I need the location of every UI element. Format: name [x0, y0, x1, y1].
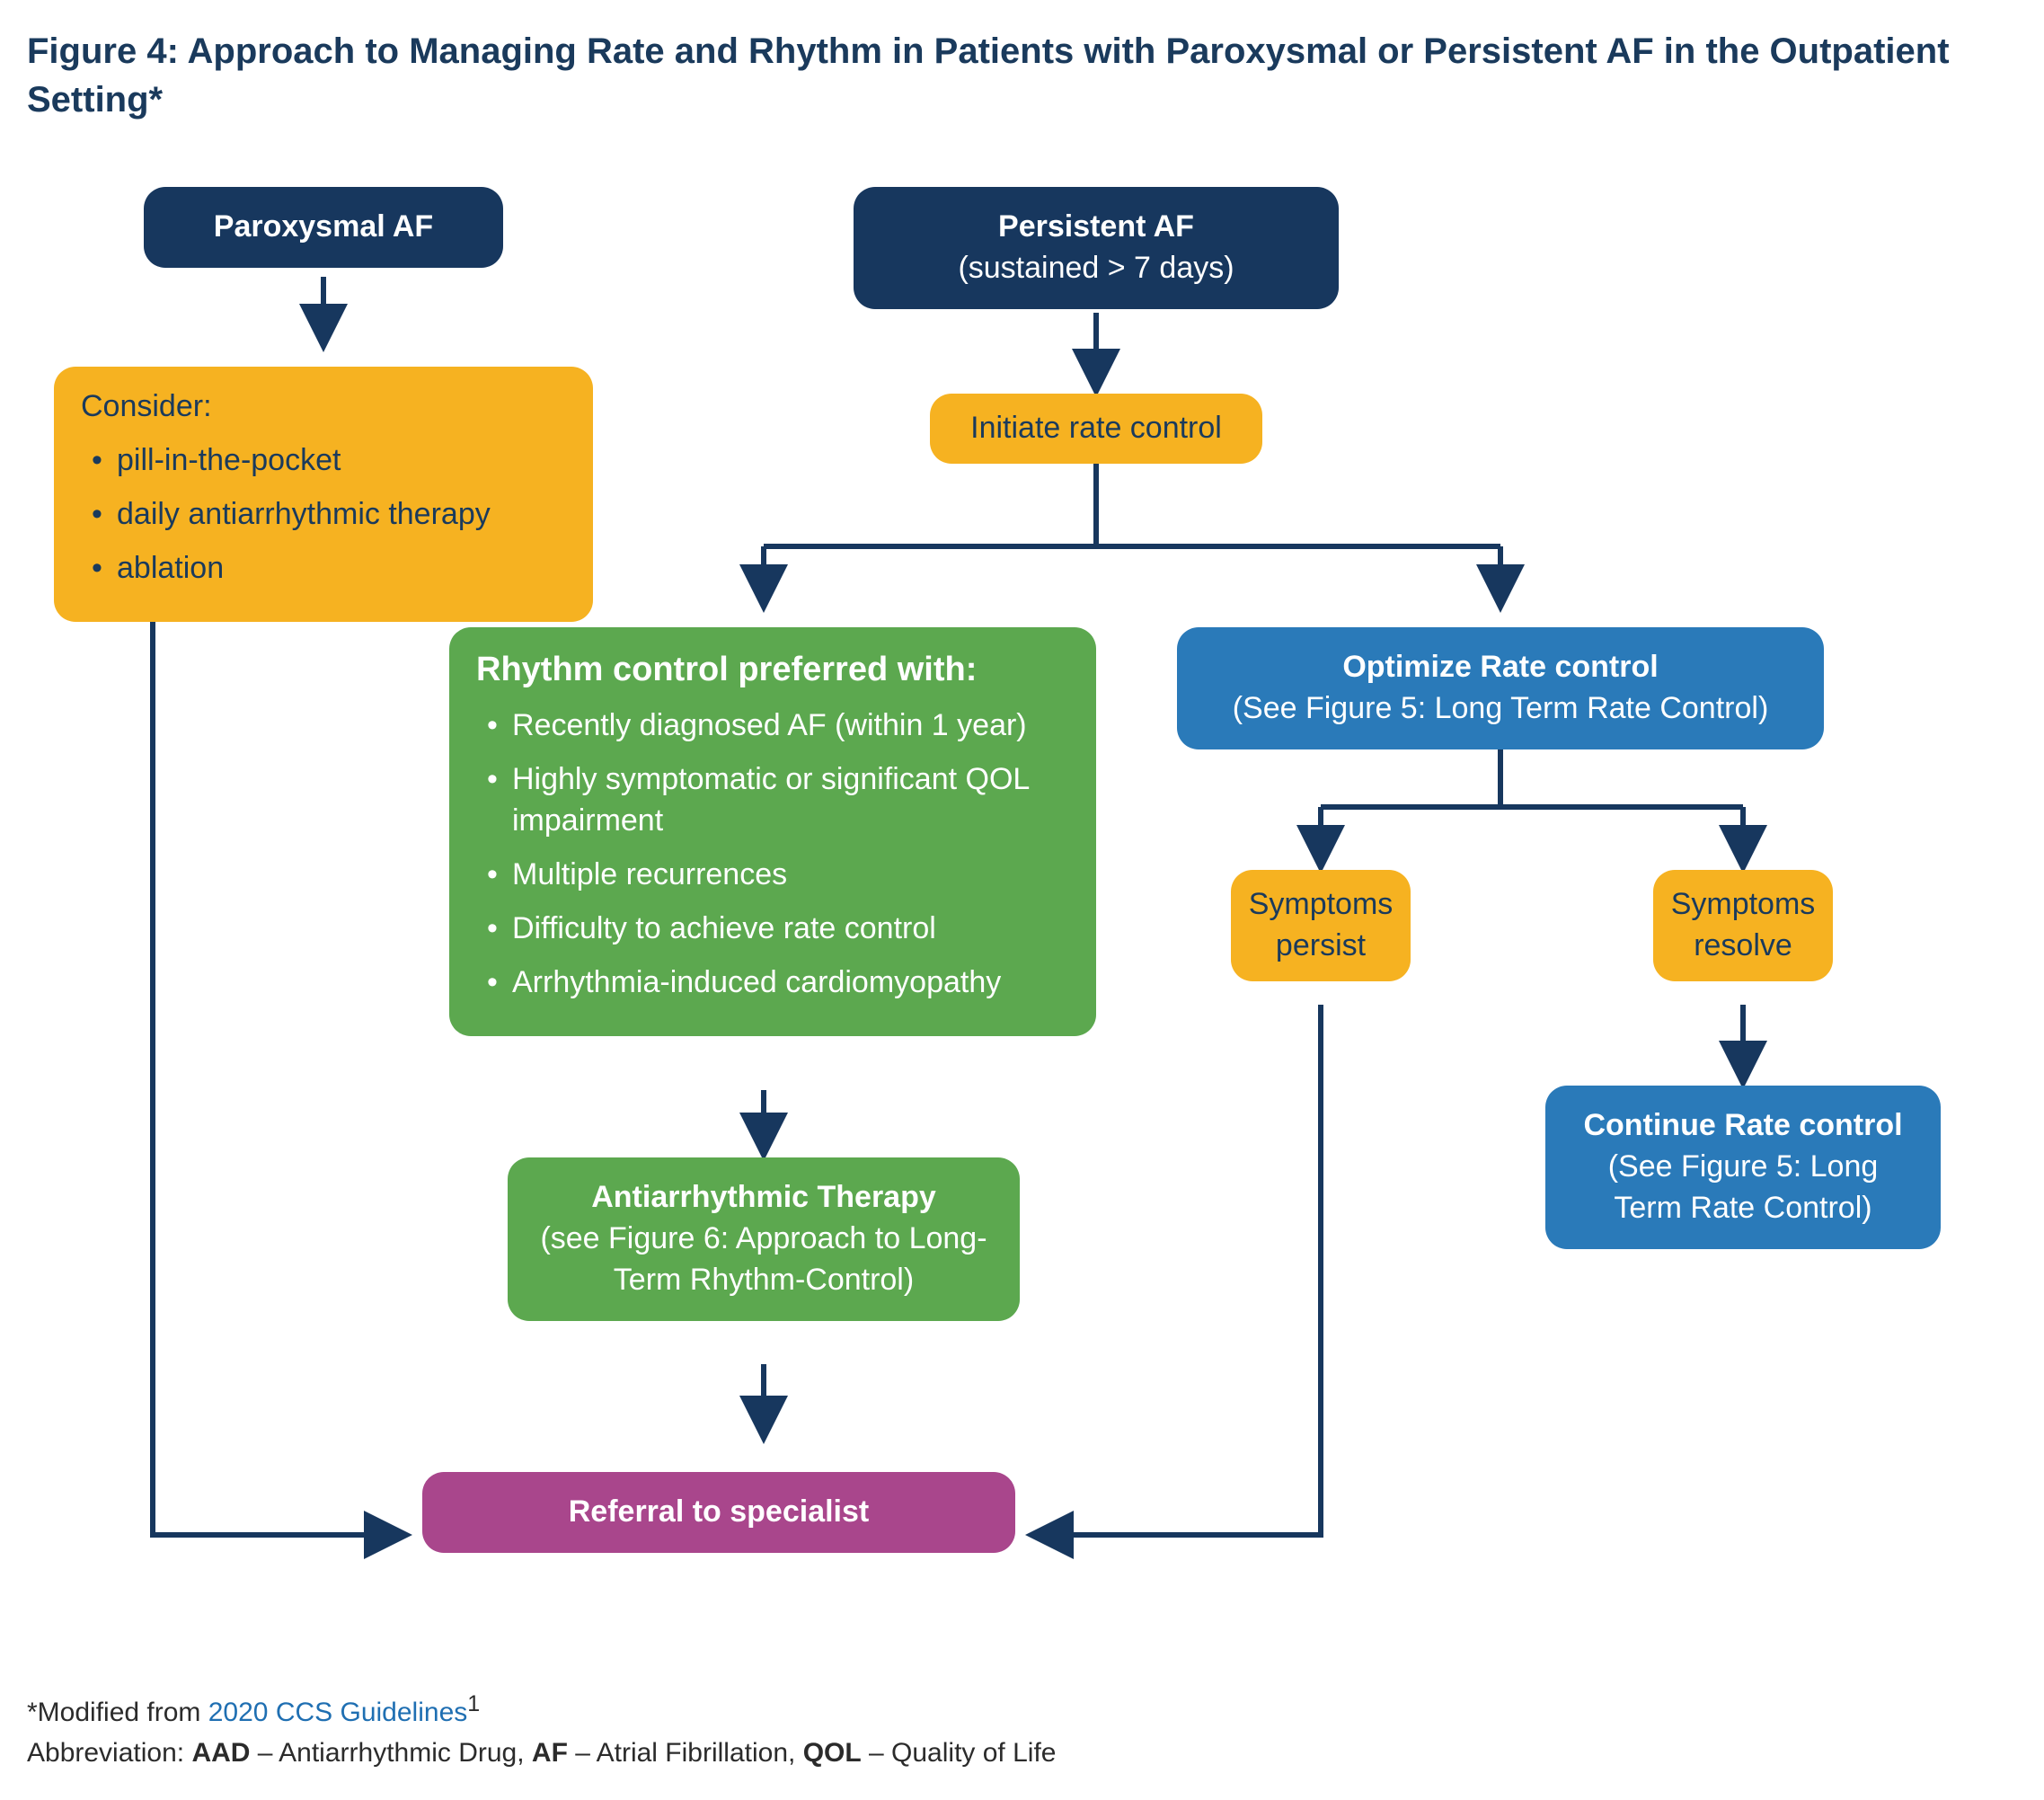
footnote-pre: *Modified from	[27, 1698, 208, 1727]
footnote-sup: 1	[467, 1691, 480, 1716]
rhythm-heading: Rhythm control preferred with:	[476, 647, 1069, 693]
flowchart-canvas: Paroxysmal AF Persistent AF (sustained >…	[27, 160, 2004, 1670]
node-consider: Consider: pill-in-the-pocket daily antia…	[54, 367, 593, 622]
abbrev-term: QOL	[803, 1738, 862, 1768]
persist-line2: persist	[1247, 926, 1394, 967]
footnote-line-1: *Modified from 2020 CCS Guidelines1	[27, 1688, 2017, 1733]
rhythm-item: Arrhythmia-induced cardiomyopathy	[482, 962, 1069, 1004]
aat-subtitle: (see Figure 6: Approach to Long-Term Rhy…	[535, 1219, 993, 1301]
rhythm-item: Multiple recurrences	[482, 855, 1069, 896]
node-optimize-rate-control: Optimize Rate control (See Figure 5: Lon…	[1177, 627, 1824, 749]
node-initiate-rate-control: Initiate rate control	[930, 394, 1262, 464]
node-antiarrhythmic-therapy: Antiarrhythmic Therapy (see Figure 6: Ap…	[508, 1157, 1020, 1321]
node-continue-rate-control: Continue Rate control (See Figure 5: Lon…	[1545, 1086, 1941, 1249]
consider-list: pill-in-the-pocket daily antiarrhythmic …	[81, 440, 566, 590]
aat-title: Antiarrhythmic Therapy	[535, 1177, 993, 1219]
node-referral-specialist: Referral to specialist	[422, 1472, 1015, 1553]
abbrev-pre: Abbreviation:	[27, 1738, 191, 1768]
abbrev-def: – Atrial Fibrillation,	[568, 1738, 803, 1768]
node-symptoms-resolve: Symptoms resolve	[1653, 870, 1833, 981]
consider-item: ablation	[86, 548, 566, 590]
node-rhythm-control: Rhythm control preferred with: Recently …	[449, 627, 1096, 1036]
persistent-subtitle: (sustained > 7 days)	[880, 248, 1312, 289]
initiate-label: Initiate rate control	[970, 411, 1222, 445]
referral-label: Referral to specialist	[569, 1494, 869, 1529]
abbrev-term: AF	[532, 1738, 568, 1768]
figure-title: Figure 4: Approach to Managing Rate and …	[27, 27, 2017, 124]
optimize-title: Optimize Rate control	[1204, 647, 1797, 688]
node-persistent-af: Persistent AF (sustained > 7 days)	[854, 187, 1339, 309]
abbrev-def: – Antiarrhythmic Drug,	[250, 1738, 531, 1768]
node-paroxysmal-af: Paroxysmal AF	[144, 187, 503, 268]
footnote-line-2: Abbreviation: AAD – Antiarrhythmic Drug,…	[27, 1733, 2017, 1773]
consider-item: pill-in-the-pocket	[86, 440, 566, 482]
node-symptoms-persist: Symptoms persist	[1231, 870, 1411, 981]
abbrev-def: – Quality of Life	[862, 1738, 1057, 1768]
resolve-line2: resolve	[1669, 926, 1817, 967]
rhythm-item: Recently diagnosed AF (within 1 year)	[482, 705, 1069, 747]
consider-item: daily antiarrhythmic therapy	[86, 494, 566, 536]
resolve-line1: Symptoms	[1669, 884, 1817, 926]
optimize-subtitle: (See Figure 5: Long Term Rate Control)	[1204, 688, 1797, 730]
footnote: *Modified from 2020 CCS Guidelines1 Abbr…	[27, 1688, 2017, 1773]
continue-title: Continue Rate control	[1572, 1105, 1914, 1147]
rhythm-item: Difficulty to achieve rate control	[482, 909, 1069, 950]
footnote-link[interactable]: 2020 CCS Guidelines	[208, 1698, 468, 1727]
consider-heading: Consider:	[81, 386, 566, 428]
paroxysmal-title: Paroxysmal AF	[171, 207, 476, 248]
persistent-title: Persistent AF	[880, 207, 1312, 248]
abbrev-term: AAD	[191, 1738, 250, 1768]
continue-subtitle: (See Figure 5: Long Term Rate Control)	[1572, 1147, 1914, 1229]
persist-line1: Symptoms	[1247, 884, 1394, 926]
rhythm-list: Recently diagnosed AF (within 1 year) Hi…	[476, 705, 1069, 1003]
rhythm-item: Highly symptomatic or significant QOL im…	[482, 759, 1069, 842]
